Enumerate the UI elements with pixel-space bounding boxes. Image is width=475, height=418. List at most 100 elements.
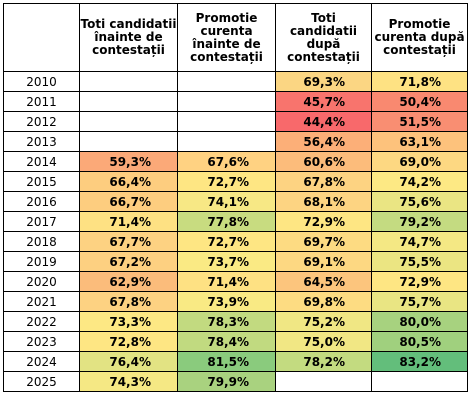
value-cell-all-candidates-before bbox=[79, 131, 178, 152]
table-row: 2016 66,7% 74,1% 68,1% 75,6% bbox=[3, 191, 468, 212]
value-cell-all-candidates-after: 69,7% bbox=[275, 231, 372, 252]
value-cell-all-candidates-after: 68,1% bbox=[275, 191, 372, 212]
year-cell: 2025 bbox=[3, 371, 80, 392]
year-cell: 2016 bbox=[3, 191, 80, 212]
value-cell-all-candidates-before bbox=[79, 71, 178, 92]
year-cell: 2010 bbox=[3, 71, 80, 92]
value-cell-all-candidates-before: 74,3% bbox=[79, 371, 178, 392]
value-cell-all-candidates-after: 75,0% bbox=[275, 331, 372, 352]
year-cell: 2020 bbox=[3, 271, 80, 292]
value-cell-current-class-after: 74,7% bbox=[371, 231, 468, 252]
value-cell-all-candidates-before: 66,7% bbox=[79, 191, 178, 212]
table-row: 2010 69,3% 71,8% bbox=[3, 71, 468, 92]
value-cell-current-class-before bbox=[177, 91, 276, 112]
table-row: 2022 73,3% 78,3% 75,2% 80,0% bbox=[3, 311, 468, 332]
value-cell-current-class-before: 74,1% bbox=[177, 191, 276, 212]
value-cell-all-candidates-before: 73,3% bbox=[79, 311, 178, 332]
value-cell-current-class-after: 80,5% bbox=[371, 331, 468, 352]
table-row: 2023 72,8% 78,4% 75,0% 80,5% bbox=[3, 331, 468, 352]
header-current-class-after: Promotie curenta după contestații bbox=[371, 3, 468, 72]
year-cell: 2013 bbox=[3, 131, 80, 152]
value-cell-current-class-after: 50,4% bbox=[371, 91, 468, 112]
table-row: 2015 66,4% 72,7% 67,8% 74,2% bbox=[3, 171, 468, 192]
value-cell-all-candidates-before: 62,9% bbox=[79, 271, 178, 292]
value-cell-current-class-after: 74,2% bbox=[371, 171, 468, 192]
year-cell: 2014 bbox=[3, 151, 80, 172]
header-current-class-before: Promotie curenta înainte de contestații bbox=[177, 3, 276, 72]
value-cell-current-class-before: 78,3% bbox=[177, 311, 276, 332]
value-cell-current-class-after: 71,8% bbox=[371, 71, 468, 92]
value-cell-current-class-before: 67,6% bbox=[177, 151, 276, 172]
value-cell-current-class-after: 79,2% bbox=[371, 211, 468, 232]
value-cell-all-candidates-before: 76,4% bbox=[79, 351, 178, 372]
table-row: 2020 62,9% 71,4% 64,5% 72,9% bbox=[3, 271, 468, 292]
year-cell: 2015 bbox=[3, 171, 80, 192]
value-cell-all-candidates-after: 72,9% bbox=[275, 211, 372, 232]
header-all-candidates-after: Toti candidatii după contestații bbox=[275, 3, 372, 72]
value-cell-all-candidates-before: 71,4% bbox=[79, 211, 178, 232]
value-cell-all-candidates-after: 45,7% bbox=[275, 91, 372, 112]
header-corner-cell bbox=[3, 3, 80, 72]
value-cell-all-candidates-after: 69,8% bbox=[275, 291, 372, 312]
value-cell-all-candidates-before: 72,8% bbox=[79, 331, 178, 352]
value-cell-current-class-before: 77,8% bbox=[177, 211, 276, 232]
year-cell: 2024 bbox=[3, 351, 80, 372]
value-cell-all-candidates-before bbox=[79, 111, 178, 132]
value-cell-all-candidates-before: 59,3% bbox=[79, 151, 178, 172]
value-cell-all-candidates-after: 67,8% bbox=[275, 171, 372, 192]
value-cell-current-class-after: 75,7% bbox=[371, 291, 468, 312]
value-cell-all-candidates-after bbox=[275, 371, 372, 392]
table-row: 2017 71,4% 77,8% 72,9% 79,2% bbox=[3, 211, 468, 232]
table-row: 2011 45,7% 50,4% bbox=[3, 91, 468, 112]
value-cell-current-class-after: 75,6% bbox=[371, 191, 468, 212]
value-cell-all-candidates-after: 78,2% bbox=[275, 351, 372, 372]
value-cell-all-candidates-after: 69,1% bbox=[275, 251, 372, 272]
value-cell-all-candidates-after: 69,3% bbox=[275, 71, 372, 92]
value-cell-all-candidates-before: 67,7% bbox=[79, 231, 178, 252]
header-all-candidates-before: Toti candidatii înainte de contestații bbox=[79, 3, 178, 72]
value-cell-all-candidates-after: 56,4% bbox=[275, 131, 372, 152]
value-cell-all-candidates-after: 75,2% bbox=[275, 311, 372, 332]
value-cell-all-candidates-before: 67,2% bbox=[79, 251, 178, 272]
value-cell-current-class-after: 69,0% bbox=[371, 151, 468, 172]
value-cell-current-class-after: 80,0% bbox=[371, 311, 468, 332]
value-cell-current-class-before: 73,9% bbox=[177, 291, 276, 312]
table-row: 2021 67,8% 73,9% 69,8% 75,7% bbox=[3, 291, 468, 312]
year-cell: 2022 bbox=[3, 311, 80, 332]
table-row: 2019 67,2% 73,7% 69,1% 75,5% bbox=[3, 251, 468, 272]
value-cell-current-class-after: 63,1% bbox=[371, 131, 468, 152]
year-cell: 2023 bbox=[3, 331, 80, 352]
value-cell-current-class-before: 73,7% bbox=[177, 251, 276, 272]
year-cell: 2017 bbox=[3, 211, 80, 232]
table-row: 2025 74,3% 79,9% bbox=[3, 371, 468, 392]
year-cell: 2019 bbox=[3, 251, 80, 272]
year-cell: 2018 bbox=[3, 231, 80, 252]
value-cell-all-candidates-after: 64,5% bbox=[275, 271, 372, 292]
value-cell-all-candidates-before bbox=[79, 91, 178, 112]
table-body: 2010 69,3% 71,8% 2011 45,7% 50,4% 2012 44,4% 51,… bbox=[3, 71, 468, 392]
results-table: Toti candidatii înainte de contestații P… bbox=[3, 3, 468, 392]
value-cell-current-class-before: 72,7% bbox=[177, 171, 276, 192]
value-cell-current-class-before: 78,4% bbox=[177, 331, 276, 352]
year-cell: 2011 bbox=[3, 91, 80, 112]
value-cell-current-class-before: 79,9% bbox=[177, 371, 276, 392]
value-cell-current-class-before bbox=[177, 131, 276, 152]
year-cell: 2021 bbox=[3, 291, 80, 312]
value-cell-current-class-before: 72,7% bbox=[177, 231, 276, 252]
header-row: Toti candidatii înainte de contestații P… bbox=[3, 3, 468, 72]
value-cell-current-class-before bbox=[177, 111, 276, 132]
table-row: 2014 59,3% 67,6% 60,6% 69,0% bbox=[3, 151, 468, 172]
value-cell-all-candidates-before: 67,8% bbox=[79, 291, 178, 312]
value-cell-current-class-after: 83,2% bbox=[371, 351, 468, 372]
value-cell-current-class-after: 75,5% bbox=[371, 251, 468, 272]
table-row: 2013 56,4% 63,1% bbox=[3, 131, 468, 152]
value-cell-current-class-after: 72,9% bbox=[371, 271, 468, 292]
value-cell-all-candidates-before: 66,4% bbox=[79, 171, 178, 192]
year-cell: 2012 bbox=[3, 111, 80, 132]
value-cell-current-class-after: 51,5% bbox=[371, 111, 468, 132]
value-cell-current-class-before: 81,5% bbox=[177, 351, 276, 372]
table-row: 2018 67,7% 72,7% 69,7% 74,7% bbox=[3, 231, 468, 252]
table-row: 2012 44,4% 51,5% bbox=[3, 111, 468, 132]
value-cell-all-candidates-after: 44,4% bbox=[275, 111, 372, 132]
value-cell-current-class-after bbox=[371, 371, 468, 392]
